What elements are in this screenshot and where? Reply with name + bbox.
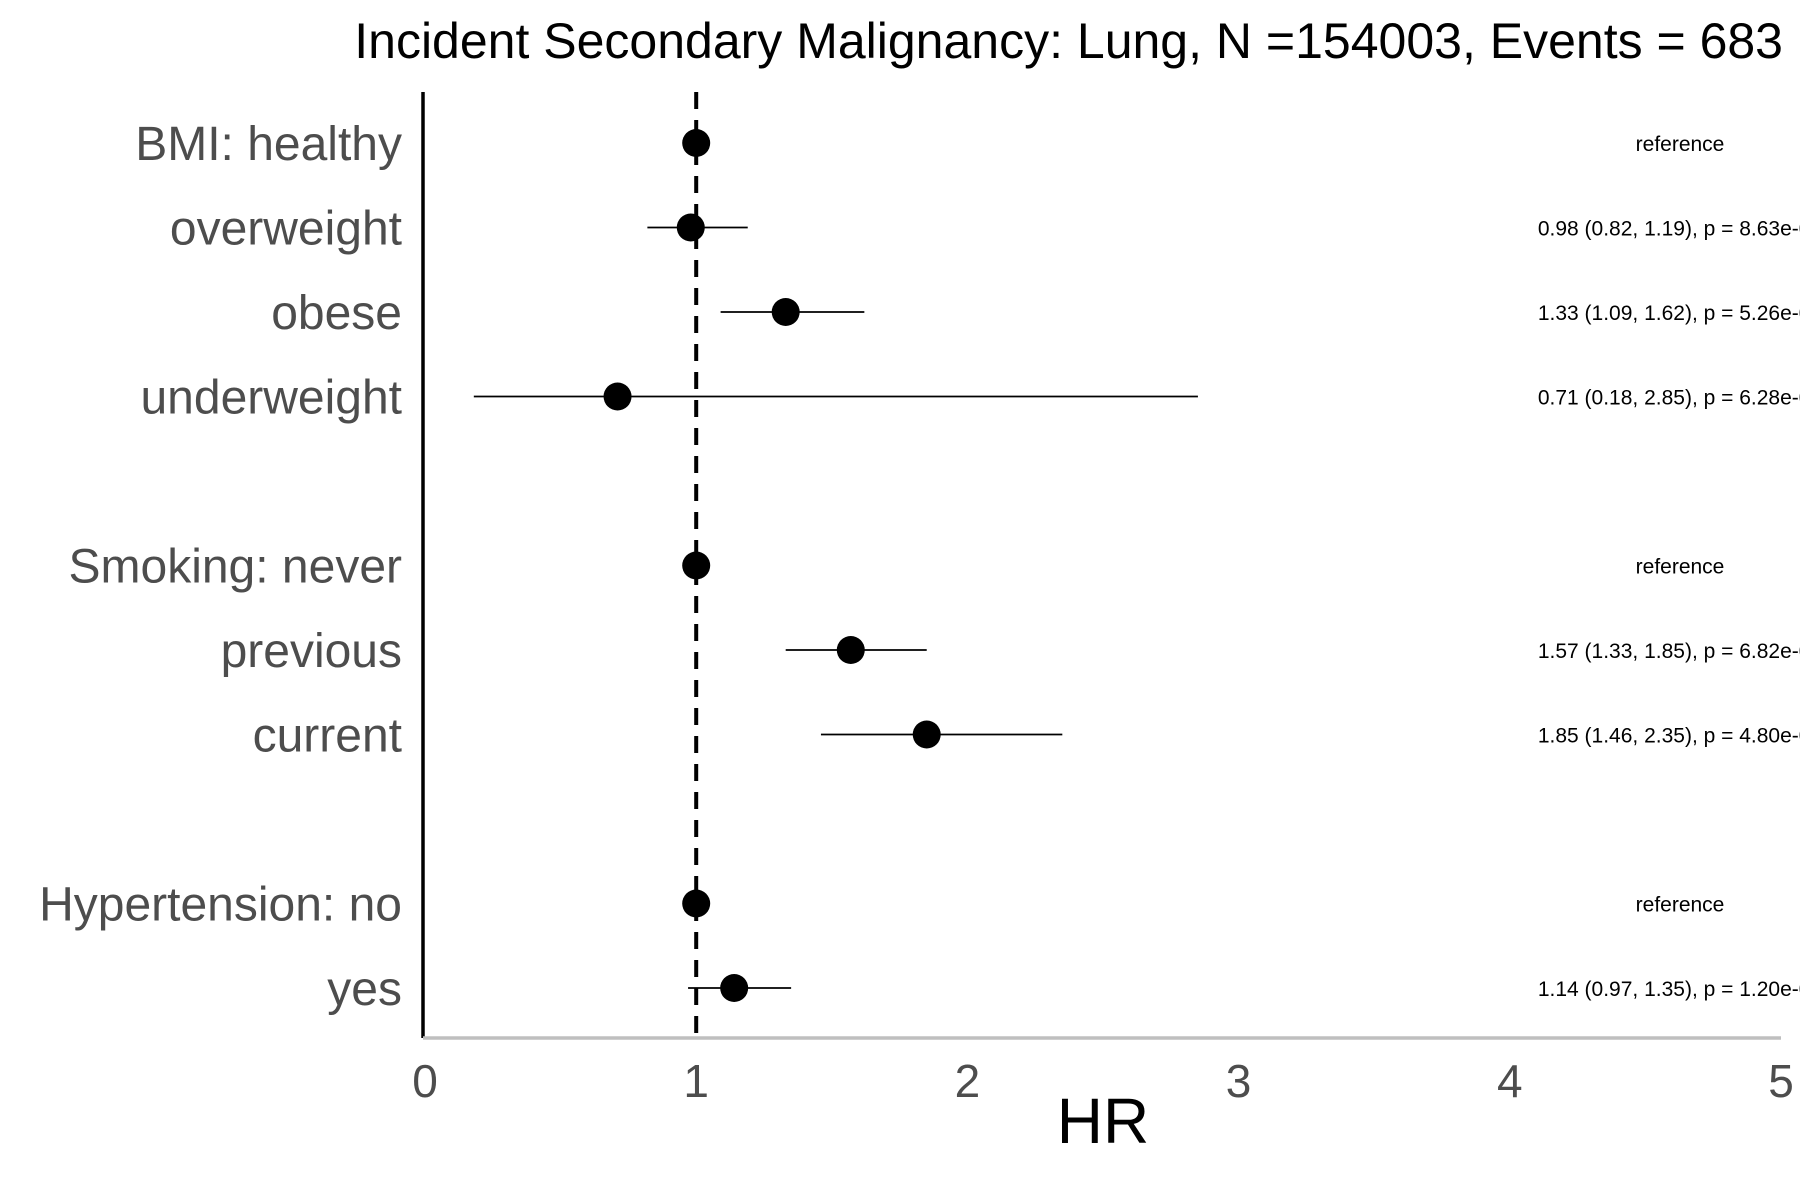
row-annotation: 0.71 (0.18, 2.85), p = 6.28e-01 bbox=[1538, 387, 1800, 410]
row-label: overweight bbox=[170, 203, 402, 256]
row-annotation: 1.57 (1.33, 1.85), p = 6.82e-08 bbox=[1538, 640, 1800, 663]
row-label: obese bbox=[271, 287, 402, 340]
chart-title: Incident Secondary Malignancy: Lung, N =… bbox=[354, 13, 1783, 69]
hr-point bbox=[682, 129, 711, 157]
hr-point bbox=[682, 551, 711, 580]
hr-point bbox=[682, 889, 711, 918]
row-annotation: 1.85 (1.46, 2.35), p = 4.80e-07 bbox=[1538, 725, 1800, 748]
plot-area: 0 1 2 3 4 5 BMI: healthy reference overweight 0.9… bbox=[39, 92, 1800, 1107]
row-label: Smoking: never bbox=[69, 541, 403, 594]
x-tick-label: 1 bbox=[683, 1055, 709, 1107]
x-tick-label: 0 bbox=[412, 1055, 438, 1107]
x-tick-label: 2 bbox=[955, 1055, 981, 1107]
row-annotation: reference bbox=[1636, 894, 1725, 917]
row-label: Hypertension: no bbox=[39, 879, 402, 932]
x-axis-title: HR bbox=[1057, 1085, 1149, 1157]
row-annotation: reference bbox=[1636, 133, 1725, 156]
row-label: BMI: healthy bbox=[135, 118, 402, 171]
hr-point bbox=[771, 298, 800, 326]
row-annotation: 0.98 (0.82, 1.19), p = 8.63e-01 bbox=[1538, 218, 1800, 241]
row-annotation: 1.33 (1.09, 1.62), p = 5.26e-03 bbox=[1538, 302, 1800, 325]
x-tick-label: 5 bbox=[1768, 1055, 1794, 1107]
row-label: yes bbox=[327, 963, 402, 1016]
hr-point bbox=[836, 636, 865, 664]
row-annotation: 1.14 (0.97, 1.35), p = 1.20e-01 bbox=[1538, 978, 1800, 1001]
x-tick-label: 3 bbox=[1226, 1055, 1252, 1107]
x-tick-label: 4 bbox=[1497, 1055, 1523, 1107]
row-label: current bbox=[253, 710, 402, 763]
hr-point bbox=[720, 974, 749, 1002]
row-label: underweight bbox=[140, 372, 402, 425]
row-annotation: reference bbox=[1636, 556, 1725, 579]
hr-point bbox=[912, 720, 941, 749]
hr-point bbox=[676, 213, 705, 242]
row-label: previous bbox=[221, 625, 402, 678]
hr-point bbox=[603, 382, 632, 411]
